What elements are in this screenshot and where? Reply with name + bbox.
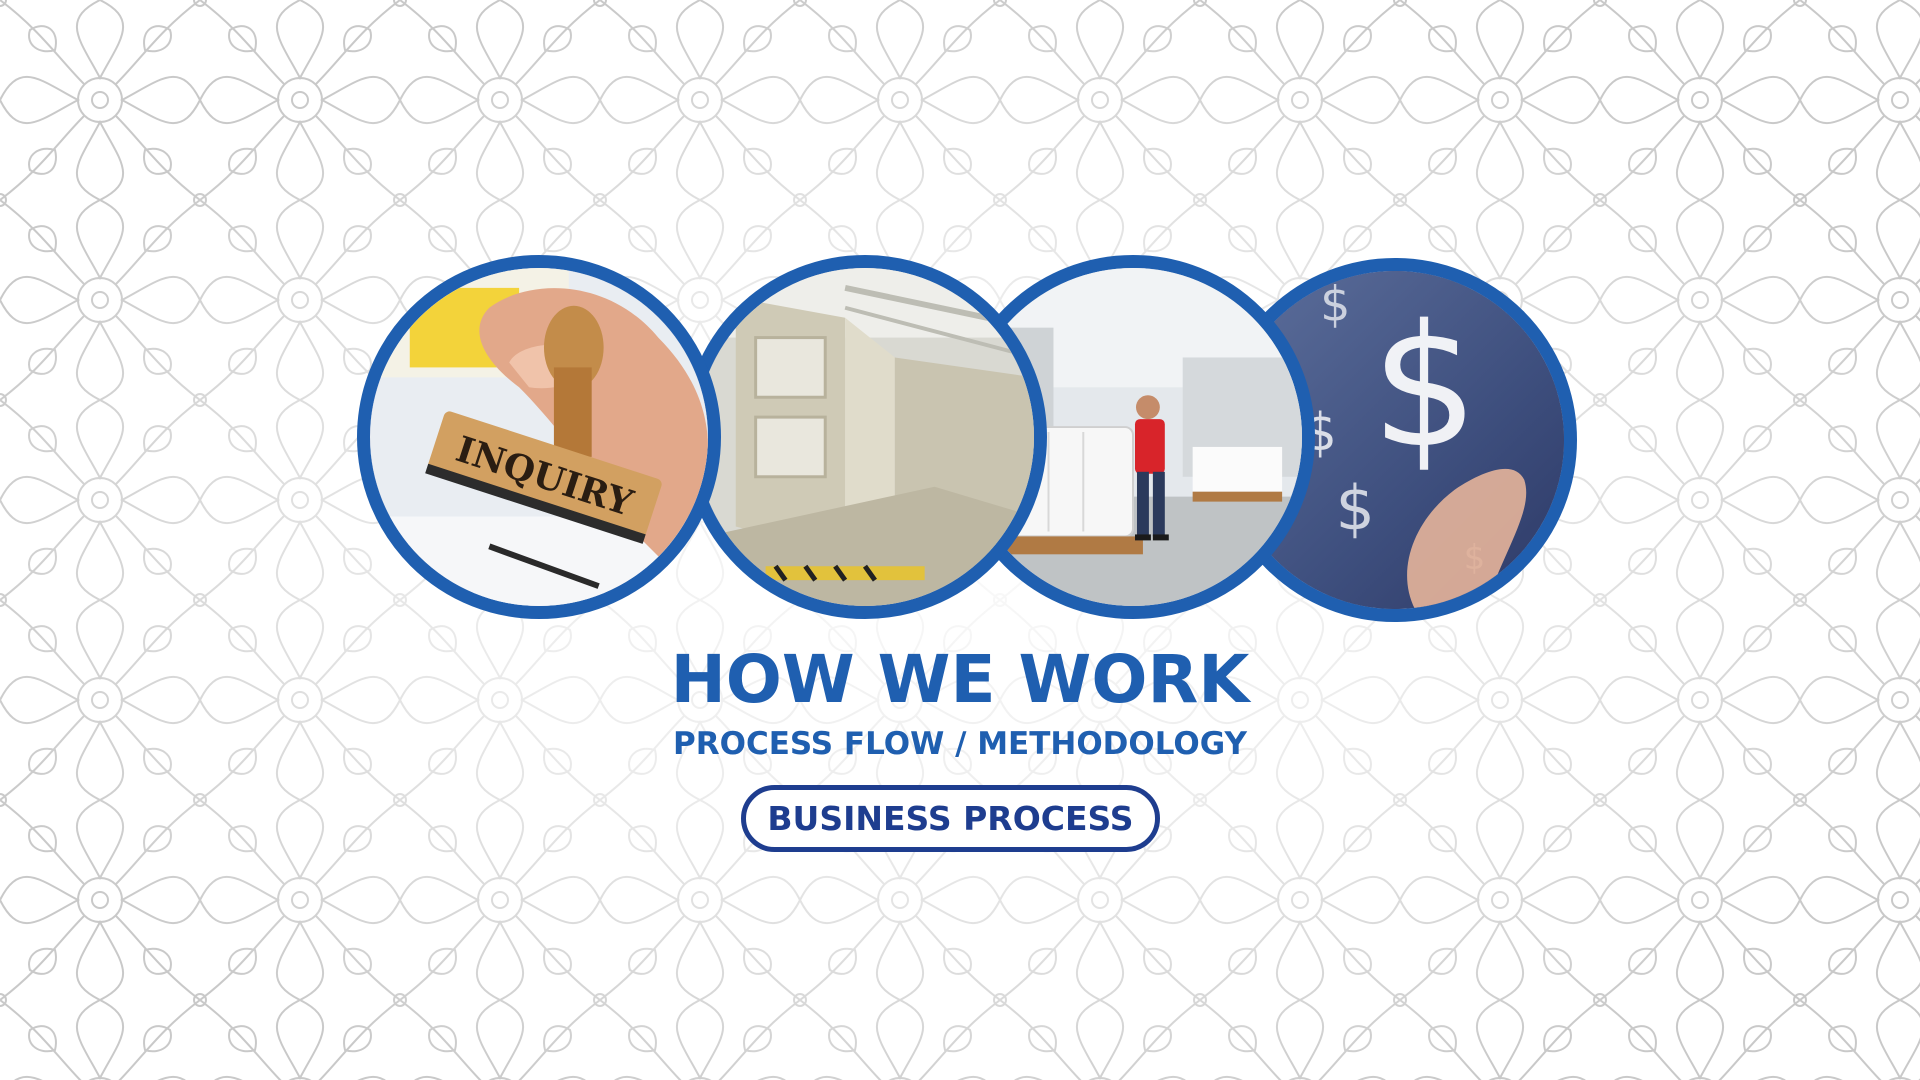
inquiry-stamp-image: INQUIRY [370,268,708,606]
dollar-sign-small: $ [1336,472,1375,544]
factory-equipment-image [696,268,1034,606]
dollar-sign-large: $ [1371,288,1479,485]
page-subtitle: PROCESS FLOW / METHODOLOGY [673,726,1247,762]
inquiry-stamp-photo: INQUIRY [357,255,721,619]
factory-equipment-photo [683,255,1047,619]
business-process-badge: BUSINESS PROCESS [741,785,1160,852]
dollar-sign-small: $ [1320,278,1350,333]
business-process-label: BUSINESS PROCESS [767,799,1134,838]
page-title: HOW WE WORK [670,641,1250,718]
